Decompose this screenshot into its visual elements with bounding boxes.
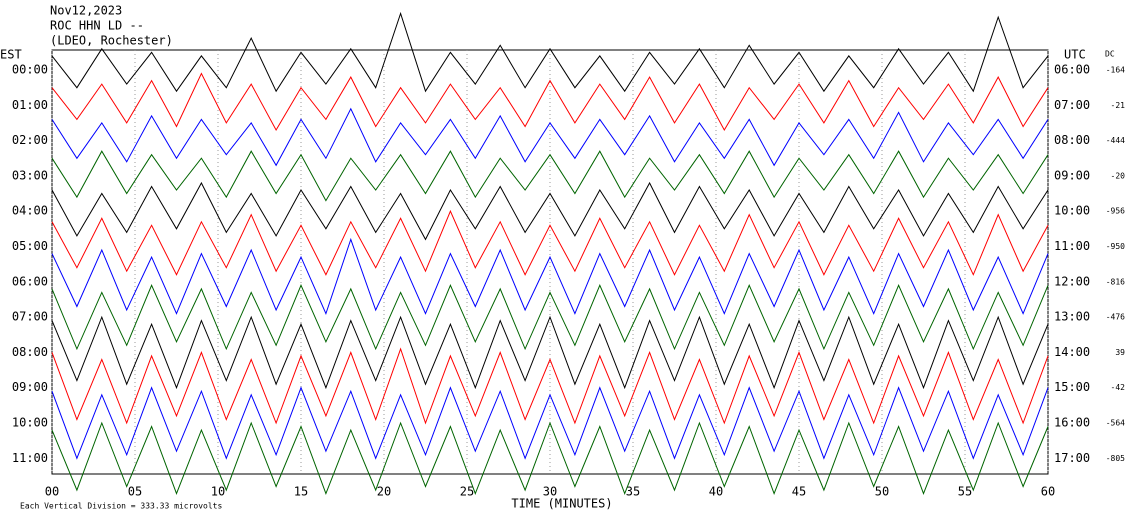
est-label: 03:00 <box>12 168 48 182</box>
trace <box>51 107 1049 167</box>
dc-value: 39 <box>1115 348 1125 357</box>
dc-value: -476 <box>1106 313 1125 322</box>
est-label: 11:00 <box>12 451 48 465</box>
dc-value: -956 <box>1106 207 1125 216</box>
x-tick-label: 30 <box>543 485 557 499</box>
x-tick-label: 60 <box>1041 485 1055 499</box>
utc-label: 06:00 <box>1054 63 1090 77</box>
utc-label: UTC <box>1064 48 1086 62</box>
x-tick-label: 35 <box>626 485 640 499</box>
dc-value: -816 <box>1106 277 1125 286</box>
dc-value: -21 <box>1111 101 1126 110</box>
dc-value: -444 <box>1106 136 1125 145</box>
dc-value: -164 <box>1106 66 1125 75</box>
est-label: 05:00 <box>12 239 48 253</box>
subtitle: ROC HHN LD -- <box>50 19 144 33</box>
x-tick-label: 00 <box>45 485 59 499</box>
dc-value: -42 <box>1111 383 1126 392</box>
est-label: EST <box>0 48 22 62</box>
trace <box>51 11 1049 93</box>
x-tick-label: 25 <box>460 485 474 499</box>
utc-label: 11:00 <box>1054 239 1090 253</box>
trace <box>51 237 1049 315</box>
est-label: 06:00 <box>12 274 48 288</box>
x-tick-label: 55 <box>958 485 972 499</box>
est-label: 10:00 <box>12 416 48 430</box>
est-label: 08:00 <box>12 345 48 359</box>
trace <box>51 72 1049 132</box>
utc-label: 08:00 <box>1054 133 1090 147</box>
trace <box>51 284 1049 351</box>
x-tick-label: 40 <box>709 485 723 499</box>
trace <box>51 386 1049 460</box>
est-label: 01:00 <box>12 98 48 112</box>
dc-value: -950 <box>1106 242 1125 251</box>
trace <box>51 150 1049 202</box>
x-tick-label: 50 <box>875 485 889 499</box>
utc-label: 16:00 <box>1054 416 1090 430</box>
dc-value: -564 <box>1106 419 1125 428</box>
dc-label: DC <box>1105 50 1115 59</box>
x-tick-label: 15 <box>294 485 308 499</box>
footnote: Each Vertical Division = 333.33 microvol… <box>20 502 222 511</box>
trace <box>51 315 1049 390</box>
trace <box>51 347 1049 425</box>
est-label: 04:00 <box>12 204 48 218</box>
trace <box>51 181 1049 241</box>
dc-value: -805 <box>1106 454 1125 463</box>
title: Nov12,2023 <box>50 4 122 18</box>
station: (LDEO, Rochester) <box>50 34 173 48</box>
x-axis-label: TIME (MINUTES) <box>511 497 612 511</box>
utc-label: 10:00 <box>1054 204 1090 218</box>
utc-label: 14:00 <box>1054 345 1090 359</box>
utc-label: 17:00 <box>1054 451 1090 465</box>
est-label: 07:00 <box>12 310 48 324</box>
utc-label: 12:00 <box>1054 274 1090 288</box>
trace <box>51 421 1049 496</box>
dc-value: -20 <box>1111 171 1126 180</box>
x-tick-label: 05 <box>128 485 142 499</box>
utc-label: 15:00 <box>1054 380 1090 394</box>
est-label: 02:00 <box>12 133 48 147</box>
utc-label: 09:00 <box>1054 168 1090 182</box>
x-tick-label: 45 <box>792 485 806 499</box>
trace <box>51 209 1049 276</box>
x-tick-label: 20 <box>377 485 391 499</box>
utc-label: 13:00 <box>1054 310 1090 324</box>
est-label: 00:00 <box>12 63 48 77</box>
est-label: 09:00 <box>12 380 48 394</box>
utc-label: 07:00 <box>1054 98 1090 112</box>
x-tick-label: 10 <box>211 485 225 499</box>
